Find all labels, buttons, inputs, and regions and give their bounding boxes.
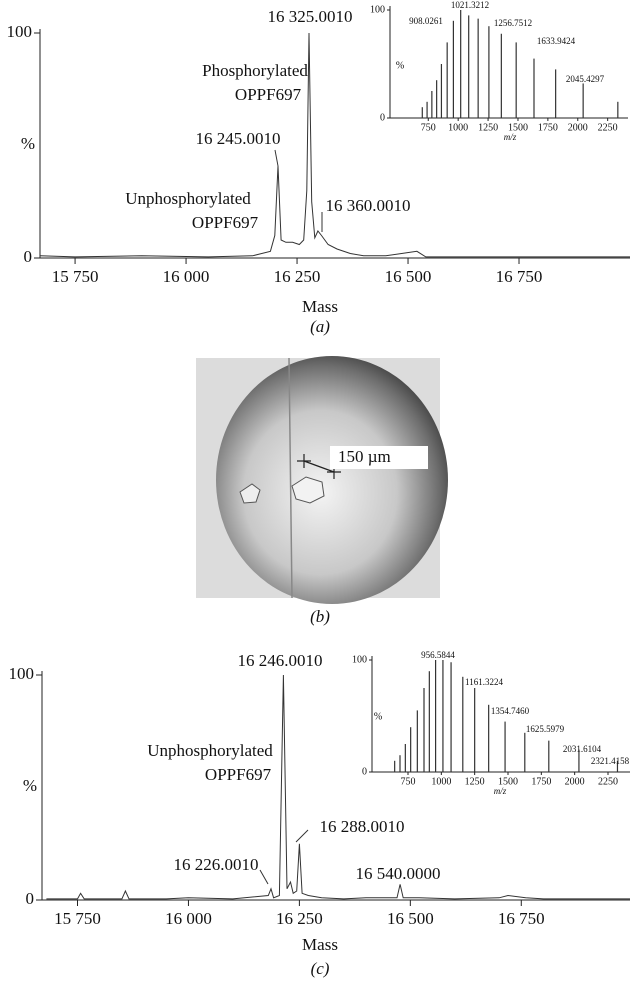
x-tick-label: 15 750 [54,909,101,928]
x-tick-label: 2250 [598,776,618,787]
annotation: 16 360.0010 [326,196,411,215]
annotation: OPPF697 [192,213,259,232]
x-tick-label: 750 [421,122,436,133]
leader-line [259,869,269,885]
y-tick-label: 0 [380,112,385,123]
x-tick-label: 1500 [498,776,518,787]
annotation: 16 325.0010 [268,7,353,26]
annotation: 2031.6104 [563,744,602,754]
x-tick-label: 16 250 [274,267,321,286]
x-tick-label: 16 500 [385,267,432,286]
x-tick-label: 16 000 [163,267,210,286]
x-tick-label: 2000 [565,776,585,787]
fibre [288,357,293,599]
x-tick-label: 2000 [568,122,588,133]
y-axis-label: % [374,711,382,722]
x-tick-label: 16 750 [496,267,543,286]
y-tick-label: 100 [9,664,35,683]
x-tick-label: 1250 [478,122,498,133]
y-tick-label: 100 [370,4,385,15]
annotation: OPPF697 [235,85,302,104]
annotation: 1161.3224 [465,677,503,687]
y-axis-label: % [396,60,404,71]
annotation: 1354.7460 [491,706,530,716]
annotation: 16 288.0010 [320,817,405,836]
y-tick-label: 100 [352,654,367,665]
annotation: 2045.4297 [566,74,605,84]
crystal [291,476,325,504]
x-tick-label: 750 [401,776,416,787]
droplet [216,356,448,604]
annotation: 1021.3212 [451,0,489,10]
x-tick-label: 16 250 [276,909,323,928]
x-tick-label: 1000 [431,776,451,787]
scale-marker [297,454,341,479]
spectrum-line [39,32,630,258]
annotation: 2321.4158 [591,756,630,766]
x-axis-label: m/z [494,786,507,796]
x-tick-label: 15 750 [52,267,99,286]
annotation: OPPF697 [205,765,272,784]
annotation: 1625.5979 [526,724,565,734]
annotation: 16 246.0010 [238,651,323,670]
leader-line [274,149,279,167]
annotation: 908.0261 [409,16,443,26]
annotation: 1256.7512 [494,18,532,28]
annotation: 956.5844 [421,650,455,660]
x-axis-label: Mass [302,935,338,954]
y-axis-label: % [21,134,35,153]
x-tick-label: 1250 [465,776,485,787]
caption: (a) [310,317,330,336]
annotation: Unphosphorylated [125,189,251,208]
annotation: 1633.9424 [537,36,576,46]
crystal-image: 150 µm (b) [196,356,448,626]
x-tick-label: 1750 [531,776,551,787]
annotation: Unphosphorylated [147,741,273,760]
y-tick-label: 0 [362,766,367,777]
x-tick-label: 1500 [508,122,528,133]
annotation: Phosphorylated [202,61,308,80]
scale-label: 150 µm [338,447,391,466]
y-axis-label: % [23,776,37,795]
spectrum-line [46,674,630,900]
leader-line [295,829,309,843]
x-axis-label: Mass [302,297,338,316]
x-tick-label: 16 750 [498,909,545,928]
caption: (b) [310,607,330,626]
annotation: 16 245.0010 [196,129,281,148]
x-tick-label: 16 500 [387,909,434,928]
caption: (c) [311,959,330,978]
x-tick-label: 1750 [538,122,558,133]
annotation: 16 226.0010 [174,855,259,874]
scale-label-box [330,446,428,469]
x-tick-label: 1000 [448,122,468,133]
y-tick-label: 100 [7,22,33,41]
x-tick-label: 2250 [598,122,618,133]
x-tick-label: 16 000 [165,909,212,928]
y-tick-label: 0 [24,247,33,266]
y-tick-label: 0 [26,889,35,908]
crystal [239,483,261,504]
x-axis-label: m/z [504,132,517,142]
annotation: 16 540.0000 [356,864,441,883]
